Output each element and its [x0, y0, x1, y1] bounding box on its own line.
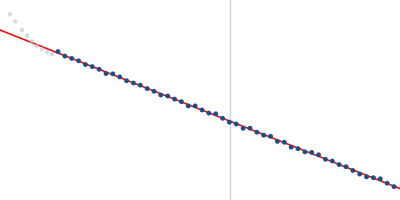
Point	[199, 108, 205, 112]
Point	[151, 90, 157, 93]
Point	[240, 127, 246, 130]
Point	[370, 176, 377, 179]
Point	[171, 97, 178, 101]
Point	[288, 146, 294, 149]
Point	[110, 72, 116, 75]
Point	[192, 104, 198, 108]
Point	[308, 151, 315, 154]
Point	[123, 79, 130, 82]
Point	[75, 59, 82, 62]
Point	[185, 104, 192, 108]
Point	[254, 131, 260, 134]
Point	[49, 53, 55, 56]
Point	[206, 112, 212, 115]
Point	[24, 34, 30, 37]
Point	[391, 185, 397, 188]
Point	[12, 20, 18, 23]
Point	[322, 158, 329, 161]
Point	[178, 100, 185, 103]
Point	[212, 112, 219, 115]
Point	[377, 177, 384, 180]
Point	[302, 150, 308, 153]
Point	[34, 44, 40, 47]
Point	[233, 122, 240, 126]
Point	[62, 55, 68, 58]
Point	[281, 141, 288, 144]
Point	[103, 72, 109, 75]
Point	[315, 153, 322, 156]
Point	[82, 63, 89, 66]
Point	[116, 75, 123, 79]
Point	[158, 93, 164, 97]
Point	[356, 172, 363, 176]
Point	[350, 169, 356, 172]
Point	[68, 57, 75, 60]
Point	[336, 163, 342, 166]
Point	[164, 94, 171, 98]
Point	[267, 135, 274, 138]
Point	[219, 117, 226, 120]
Point	[137, 84, 144, 87]
Point	[343, 165, 349, 168]
Point	[247, 127, 253, 130]
Point	[29, 40, 35, 43]
Point	[226, 121, 233, 124]
Point	[260, 134, 267, 137]
Point	[55, 50, 61, 53]
Point	[363, 175, 370, 178]
Point	[89, 65, 96, 68]
Point	[274, 140, 281, 143]
Point	[39, 48, 45, 51]
Point	[19, 28, 25, 32]
Point	[144, 87, 150, 90]
Point	[384, 182, 390, 185]
Point	[329, 159, 336, 163]
Point	[295, 147, 301, 150]
Point	[96, 68, 102, 71]
Point	[44, 50, 50, 54]
Point	[130, 81, 137, 85]
Point	[7, 13, 13, 16]
